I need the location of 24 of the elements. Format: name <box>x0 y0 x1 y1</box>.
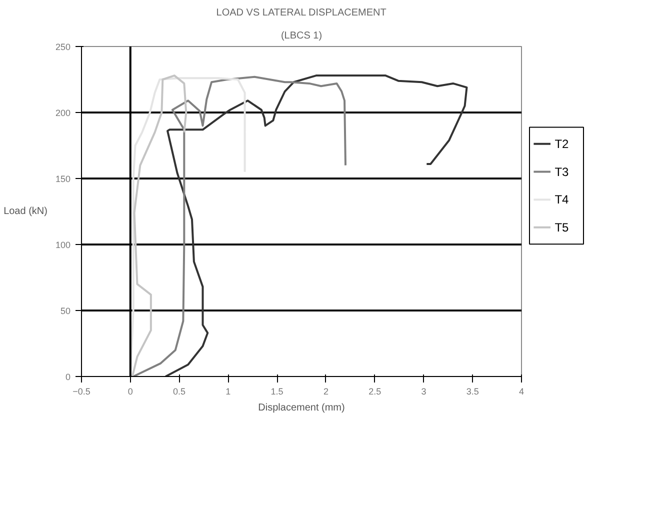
y-tick-label: 150 <box>55 174 71 184</box>
x-tick-label: 3 <box>421 386 426 396</box>
x-tick-label: 4 <box>518 386 524 396</box>
legend-label: T2 <box>554 136 570 151</box>
legend-label: T3 <box>554 164 570 179</box>
legend-label: T4 <box>554 192 570 207</box>
x-axis-title: Displacement (mm) <box>258 402 345 414</box>
y-tick-label: 0 <box>65 372 71 382</box>
y-tick-label: 50 <box>60 306 71 316</box>
x-tick-label: 2 <box>323 386 328 396</box>
y-axis-title: Load (kN) <box>4 206 48 217</box>
x-tick-label: 3.5 <box>466 386 479 396</box>
x-tick-label: 0.5 <box>173 386 186 396</box>
y-tick-label: 250 <box>55 42 71 52</box>
x-tick-label: 0 <box>128 386 133 396</box>
chart-subtitle: (LBCS 1) <box>280 30 322 42</box>
x-tick-label: 2.5 <box>368 386 382 396</box>
legend-label: T5 <box>554 220 570 234</box>
x-tick-label: 1 <box>226 386 231 396</box>
y-tick-label: 100 <box>55 240 71 250</box>
chart-title: LOAD VS LATERAL DISPLACEMENT <box>216 8 386 18</box>
x-tick-label: 1.5 <box>270 386 284 396</box>
y-tick-label: 200 <box>55 108 71 118</box>
x-tick-label: −0.5 <box>72 386 90 396</box>
